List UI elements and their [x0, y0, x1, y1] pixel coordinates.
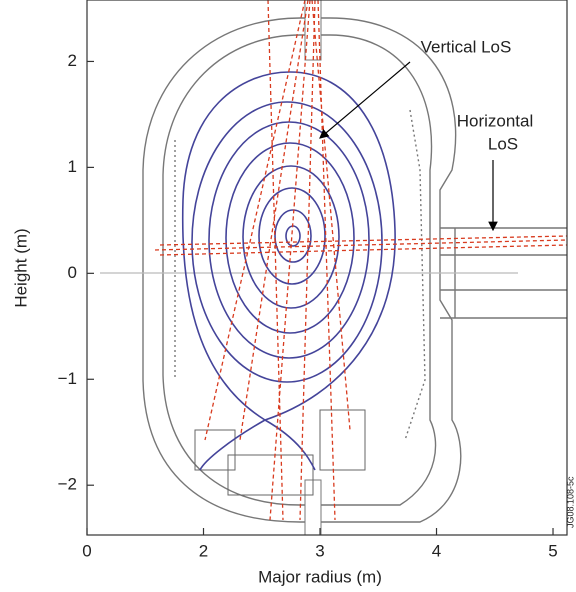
y-tick-label: −1 [58, 369, 77, 388]
y-tick-label: 1 [68, 157, 77, 176]
y-axis-label: Height (m) [11, 228, 30, 307]
x-tick-label: 4 [432, 541, 441, 560]
figure: 0 2 3 4 5 −2 −1 0 1 2 Major radius (m) Height (m)… [0, 0, 576, 592]
figure-code: JG08.108-5c [565, 476, 575, 528]
x-axis-label: Major radius (m) [258, 567, 382, 586]
lines-of-sight [155, 0, 567, 520]
x-tick-label: 2 [199, 541, 208, 560]
y-tick-label: 0 [68, 263, 77, 282]
x-tick-label: 5 [548, 541, 557, 560]
y-tick-label: 2 [68, 51, 77, 70]
y-tick-label: −2 [58, 475, 77, 494]
annotation: LoS [488, 134, 518, 153]
x-tick-label: 3 [315, 541, 324, 560]
annotation-arrow [320, 62, 410, 138]
x-tick-label: 0 [82, 541, 91, 560]
annotation: Horizontal [457, 111, 534, 130]
annotation: Vertical LoS [421, 37, 512, 56]
